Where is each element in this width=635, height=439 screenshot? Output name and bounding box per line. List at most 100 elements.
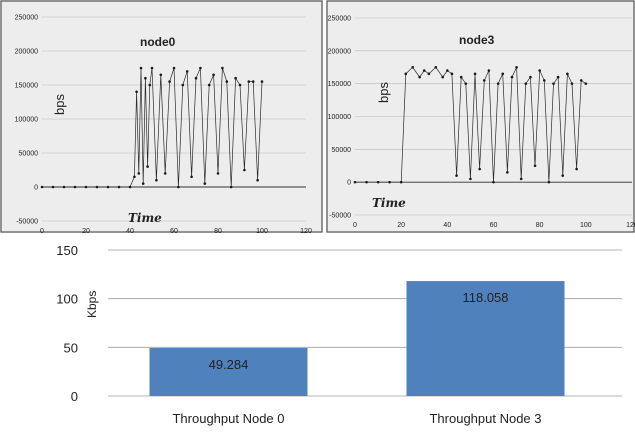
g3-data-point bbox=[441, 75, 445, 79]
node0-throughput-plot: 250000 200000 150000 100000 50000 0 -50000 0 20 4… bbox=[0, 0, 323, 233]
g3-data-point bbox=[519, 177, 523, 181]
g0-data-point bbox=[172, 66, 176, 70]
g3-y-tick-label: 150000 bbox=[328, 81, 351, 88]
g3-data-point bbox=[529, 75, 532, 79]
g0-data-point bbox=[62, 185, 66, 189]
g3-y-tick-label: 0 bbox=[347, 180, 351, 187]
g3-data-point bbox=[427, 72, 431, 76]
g3-y-tick-label: 200000 bbox=[328, 48, 351, 55]
g0-data-point bbox=[159, 73, 163, 77]
g3-data-point bbox=[575, 167, 578, 171]
g0-data-point bbox=[207, 83, 211, 87]
g0-data-point bbox=[212, 73, 215, 77]
g0-data-point bbox=[260, 80, 264, 83]
g0-x-tick-label: 40 bbox=[126, 228, 134, 233]
g0-data-point bbox=[225, 80, 229, 83]
g0-data-point bbox=[137, 172, 141, 175]
g3-x-tick-label: 100 bbox=[580, 222, 592, 229]
g3-y-tick-label: 50000 bbox=[332, 147, 352, 154]
node3-x-axis-label: Time bbox=[372, 196, 406, 210]
bar-value-label: 118.058 bbox=[462, 290, 508, 305]
g0-y-tick-label: 100000 bbox=[15, 117, 38, 124]
g0-x-tick-label: 80 bbox=[214, 228, 222, 233]
g0-y-tick-label: 150000 bbox=[15, 83, 38, 90]
g3-data-point bbox=[399, 180, 403, 184]
g3-data-point bbox=[422, 69, 426, 72]
g3-data-point bbox=[376, 180, 380, 184]
g3-data-point bbox=[418, 75, 421, 79]
g3-data-point bbox=[556, 75, 560, 79]
bar-y-tick-label: 100 bbox=[56, 292, 78, 307]
node3-plot-frame bbox=[326, 0, 635, 233]
g0-data-point bbox=[106, 185, 110, 189]
g0-data-point bbox=[40, 185, 44, 189]
g0-data-point bbox=[177, 185, 180, 189]
g3-data-point bbox=[459, 75, 463, 79]
g0-data-point bbox=[203, 182, 207, 185]
g0-data-point bbox=[155, 178, 158, 182]
g0-data-point bbox=[185, 70, 189, 73]
g0-data-point bbox=[221, 66, 224, 70]
g3-x-tick-label: 120 bbox=[626, 222, 635, 229]
g0-data-point bbox=[229, 185, 233, 189]
g3-x-tick-label: 40 bbox=[443, 222, 451, 229]
node0-title: node0 bbox=[140, 35, 176, 49]
g0-data-point bbox=[190, 175, 193, 179]
g0-data-point bbox=[194, 76, 198, 80]
g3-data-point bbox=[561, 174, 565, 177]
g0-data-point bbox=[95, 185, 99, 189]
node0-plot-frame bbox=[0, 0, 323, 233]
g0-data-point bbox=[251, 80, 255, 83]
g0-data-point bbox=[247, 80, 251, 83]
g0-data-point bbox=[51, 185, 55, 189]
g0-y-tick-label: 250000 bbox=[15, 15, 38, 22]
node0-y-axis-label: bps bbox=[52, 94, 67, 115]
bar-y-tick-label: 50 bbox=[64, 340, 78, 355]
g3-data-point bbox=[450, 72, 454, 76]
g0-data-point bbox=[144, 76, 147, 80]
g0-data-point bbox=[181, 83, 185, 87]
g3-data-point bbox=[446, 69, 449, 72]
g0-x-tick-label: 0 bbox=[40, 228, 44, 233]
g3-y-tick-label: 250000 bbox=[328, 16, 351, 23]
node0-x-axis-label: Time bbox=[128, 211, 162, 225]
g0-data-point bbox=[234, 76, 237, 80]
g0-data-point bbox=[163, 172, 167, 175]
g0-y-tick-label: 0 bbox=[34, 185, 38, 192]
g0-data-point bbox=[256, 178, 259, 182]
g3-data-point bbox=[515, 65, 518, 69]
node3-y-axis-label: bps bbox=[376, 82, 391, 103]
g0-data-point bbox=[135, 90, 138, 94]
g0-data-point bbox=[199, 66, 202, 70]
throughput-bar-chart: 49.284 118.058 0 50 100 150 Throughput Node 0… bbox=[0, 234, 635, 439]
bar-y-tick-label: 0 bbox=[71, 389, 78, 404]
g3-data-point bbox=[524, 82, 528, 85]
bar-value-label: 49.284 bbox=[209, 357, 249, 372]
g0-data-point bbox=[141, 182, 145, 185]
g3-data-point bbox=[570, 82, 574, 85]
g3-data-point bbox=[566, 72, 569, 76]
node0-plot-background bbox=[0, 0, 323, 233]
g3-x-tick-label: 20 bbox=[397, 222, 405, 229]
g3-data-point bbox=[411, 65, 415, 69]
g3-data-point bbox=[455, 174, 458, 177]
g0-data-point bbox=[139, 66, 143, 70]
g3-data-point bbox=[552, 82, 555, 85]
node3-title: node3 bbox=[459, 33, 495, 47]
g3-data-point bbox=[510, 75, 514, 79]
bar-category-label: Throughput Node 3 bbox=[429, 411, 541, 426]
g3-x-tick-label: 0 bbox=[353, 222, 357, 229]
g3-data-point bbox=[434, 65, 438, 69]
g0-data-point bbox=[148, 83, 152, 87]
bar-y-tick-label: 150 bbox=[56, 243, 78, 258]
g0-data-point bbox=[133, 175, 136, 179]
g0-data-point bbox=[150, 66, 154, 70]
g3-data-point bbox=[469, 177, 472, 181]
g0-data-point bbox=[168, 80, 171, 83]
g3-data-point bbox=[464, 82, 468, 85]
g3-data-point bbox=[584, 82, 588, 85]
bar-throughput-node-3 bbox=[406, 281, 565, 396]
g3-data-point bbox=[478, 167, 481, 171]
g0-data-point bbox=[128, 185, 132, 189]
